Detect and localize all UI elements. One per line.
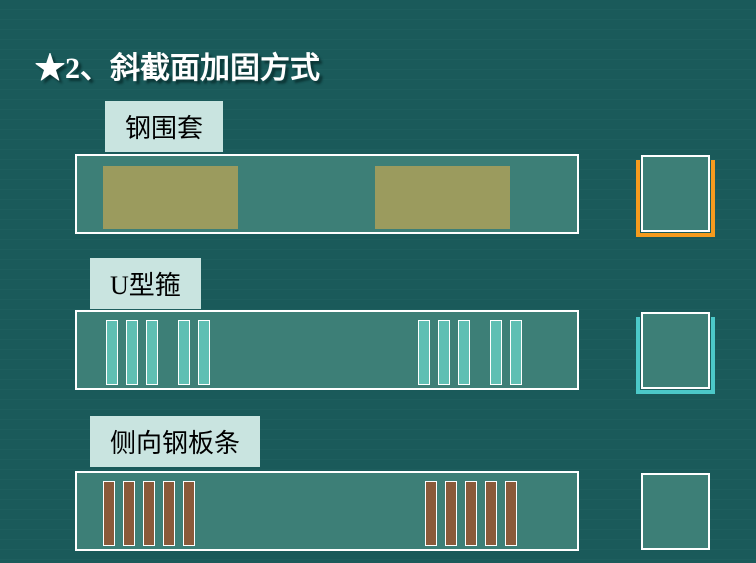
- element-side_plate-5: [425, 481, 437, 546]
- element-side_plate-6: [445, 481, 457, 546]
- element-side_plate-9: [505, 481, 517, 546]
- cross-side_plate: [641, 473, 710, 550]
- label-u_stirrup: U型箍: [90, 258, 201, 309]
- element-side_plate-2: [143, 481, 155, 546]
- element-u_stirrup-9: [510, 320, 522, 385]
- element-side_plate-8: [485, 481, 497, 546]
- element-u_stirrup-5: [418, 320, 430, 385]
- element-side_plate-1: [123, 481, 135, 546]
- label-side_plate: 侧向钢板条: [90, 416, 260, 467]
- element-steel_sleeve-0: [103, 166, 238, 229]
- element-u_stirrup-2: [146, 320, 158, 385]
- element-u_stirrup-6: [438, 320, 450, 385]
- element-u_stirrup-4: [198, 320, 210, 385]
- element-u_stirrup-7: [458, 320, 470, 385]
- label-steel_sleeve: 钢围套: [105, 101, 223, 152]
- element-side_plate-3: [163, 481, 175, 546]
- element-side_plate-0: [103, 481, 115, 546]
- cross-u_stirrup: [641, 312, 710, 389]
- element-u_stirrup-3: [178, 320, 190, 385]
- element-u_stirrup-8: [490, 320, 502, 385]
- element-u_stirrup-0: [106, 320, 118, 385]
- cross-steel_sleeve: [641, 155, 710, 232]
- element-u_stirrup-1: [126, 320, 138, 385]
- page-title: ★2、斜截面加固方式: [35, 43, 320, 87]
- element-side_plate-4: [183, 481, 195, 546]
- element-side_plate-7: [465, 481, 477, 546]
- element-steel_sleeve-1: [375, 166, 510, 229]
